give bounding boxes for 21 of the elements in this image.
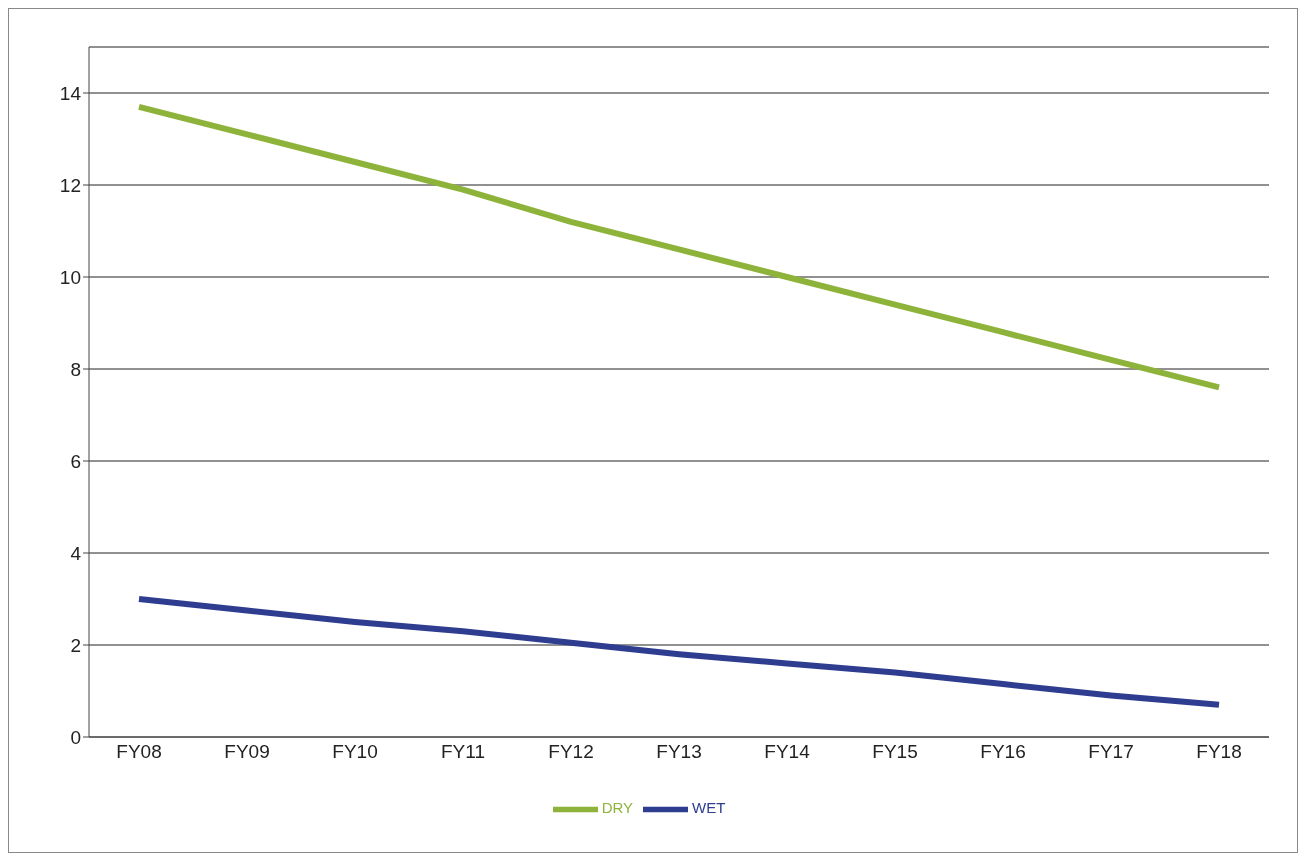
legend-label: WET <box>692 799 726 817</box>
x-tick-label: FY18 <box>1196 741 1242 763</box>
x-tick-label: FY12 <box>548 741 594 763</box>
x-tick-label: FY11 <box>440 741 486 763</box>
x-tick-label: FY10 <box>332 741 378 763</box>
y-tick-label: 8 <box>70 358 81 380</box>
x-tick-label: FY13 <box>656 741 702 763</box>
x-tick-label: FY17 <box>1088 741 1134 763</box>
x-tick-label: FY15 <box>872 741 918 763</box>
legend-label: DRY <box>601 799 634 817</box>
y-tick-label: 12 <box>59 174 81 196</box>
y-tick-label: 2 <box>70 634 81 656</box>
y-tick-label: 0 <box>70 726 81 748</box>
y-tick-label: 4 <box>70 542 82 564</box>
x-tick-label: FY16 <box>980 741 1026 763</box>
y-tick-label: 6 <box>70 450 81 472</box>
x-tick-label: FY09 <box>224 741 270 763</box>
x-tick-label: FY08 <box>116 741 162 763</box>
y-tick-label: 10 <box>59 266 81 288</box>
y-tick-label: 14 <box>59 82 82 104</box>
x-tick-label: FY14 <box>764 741 811 763</box>
